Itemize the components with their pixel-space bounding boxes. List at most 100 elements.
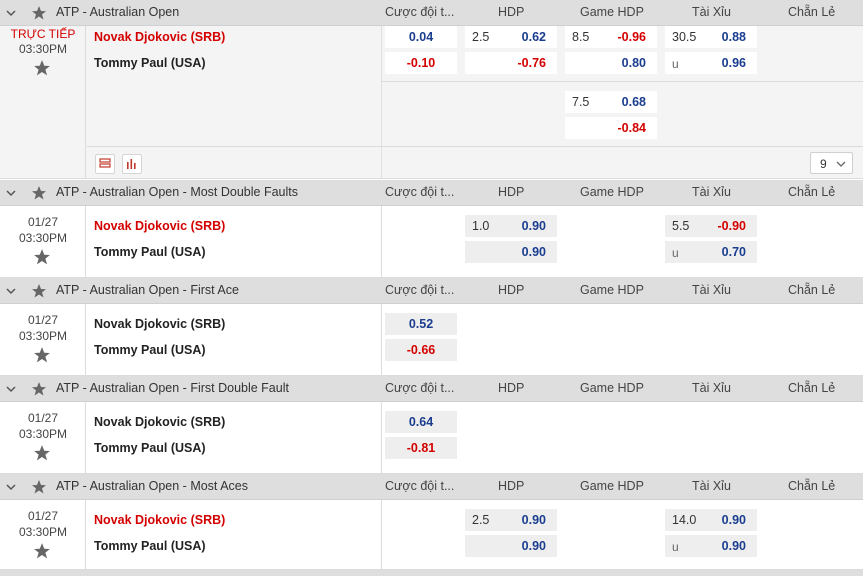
odds-area	[381, 500, 863, 569]
odds-cell[interactable]: 0.80	[565, 52, 657, 74]
col-hdp: HDP	[498, 479, 525, 493]
next-section-header	[0, 570, 863, 576]
away-team[interactable]: Tommy Paul (USA)	[94, 441, 206, 455]
league-name: ATP - Australian Open - Most Double Faul…	[56, 185, 299, 199]
match-row: 01/27 03:30PM Novak Djokovic (SRB) Tommy…	[0, 304, 863, 376]
match-time: 03:30PM	[18, 427, 68, 441]
league-header[interactable]: ATP - Australian Open - First Double Fau…	[0, 376, 863, 402]
col-tai-xiu: Tài Xỉu	[692, 283, 731, 297]
match-date: 01/27	[27, 313, 59, 327]
odds-area	[381, 26, 863, 178]
home-team[interactable]: Novak Djokovic (SRB)	[94, 30, 226, 44]
match-info: TRỰC TIẾP 03:30PM	[0, 26, 86, 178]
divider	[87, 146, 863, 147]
col-chan-le: Chẵn Lẻ	[788, 5, 836, 19]
away-team[interactable]: Tommy Paul (USA)	[94, 343, 206, 357]
star-icon[interactable]	[31, 283, 47, 299]
odds-cell[interactable]: 8.5 -0.96	[565, 26, 657, 48]
star-icon[interactable]	[31, 479, 47, 495]
chevron-down-icon[interactable]	[6, 188, 16, 198]
list-icon	[99, 158, 111, 168]
odds-cell[interactable]: 0.90	[465, 535, 557, 557]
odds-cell[interactable]: 5.5 -0.90	[665, 215, 757, 237]
odds-cell[interactable]: -0.81	[385, 437, 457, 459]
match-date: 01/27	[27, 215, 59, 229]
star-icon[interactable]	[33, 59, 51, 77]
odds-cell[interactable]: -0.84	[565, 117, 657, 139]
col-hdp: HDP	[498, 185, 525, 199]
live-status: TRỰC TIẾP	[10, 27, 76, 41]
col-tai-xiu: Tài Xỉu	[692, 479, 731, 493]
odds-cell[interactable]: 30.5 0.88	[665, 26, 757, 48]
match-time: 03:30PM	[18, 525, 68, 539]
odds-cell[interactable]: 0.64	[385, 411, 457, 433]
chevron-down-icon[interactable]	[6, 8, 16, 18]
col-tai-xiu: Tài Xỉu	[692, 5, 731, 19]
match-row: TRỰC TIẾP 03:30PM Novak Djokovic (SRB) T…	[0, 26, 863, 179]
odds-cell[interactable]: 14.0 0.90	[665, 509, 757, 531]
star-icon[interactable]	[33, 346, 51, 364]
odds-cell[interactable]: -0.76	[465, 52, 557, 74]
league-header[interactable]: ATP - Australian Open - First Ace Cược đ…	[0, 278, 863, 304]
away-team[interactable]: Tommy Paul (USA)	[94, 56, 206, 70]
odds-area	[381, 402, 863, 473]
match-row: 01/27 03:30PM Novak Djokovic (SRB) Tommy…	[0, 206, 863, 278]
col-game-hdp: Game HDP	[580, 381, 644, 395]
home-team[interactable]: Novak Djokovic (SRB)	[94, 317, 226, 331]
home-team[interactable]: Novak Djokovic (SRB)	[94, 219, 226, 233]
star-icon[interactable]	[31, 185, 47, 201]
col-cuoc: Cược đội t...	[385, 5, 455, 19]
more-markets-select[interactable]: 9	[810, 152, 853, 174]
match-time: 03:30PM	[18, 42, 68, 56]
odds-cell[interactable]: -0.66	[385, 339, 457, 361]
odds-cell[interactable]: 0.52	[385, 313, 457, 335]
away-team[interactable]: Tommy Paul (USA)	[94, 539, 206, 553]
odds-cell[interactable]: 0.04	[385, 26, 457, 48]
star-icon[interactable]	[33, 444, 51, 462]
away-team[interactable]: Tommy Paul (USA)	[94, 245, 206, 259]
odds-cell[interactable]: u 0.90	[665, 535, 757, 557]
league-header[interactable]: ATP - Australian Open Cược đội t... HDP …	[0, 0, 863, 26]
chevron-down-icon[interactable]	[6, 482, 16, 492]
col-hdp: HDP	[498, 381, 525, 395]
odds-cell[interactable]: -0.10	[385, 52, 457, 74]
star-icon[interactable]	[33, 542, 51, 560]
col-tai-xiu: Tài Xỉu	[692, 185, 731, 199]
league-header[interactable]: ATP - Australian Open - Most Aces Cược đ…	[0, 474, 863, 500]
chevron-down-icon[interactable]	[6, 384, 16, 394]
col-hdp: HDP	[498, 283, 525, 297]
star-icon[interactable]	[33, 248, 51, 266]
match-date: 01/27	[27, 509, 59, 523]
odds-cell[interactable]: u 0.70	[665, 241, 757, 263]
star-icon[interactable]	[31, 381, 47, 397]
odds-cell[interactable]: 1.0 0.90	[465, 215, 557, 237]
league-header[interactable]: ATP - Australian Open - Most Double Faul…	[0, 180, 863, 206]
list-button[interactable]	[95, 154, 115, 174]
col-game-hdp: Game HDP	[580, 479, 644, 493]
match-info: 01/27 03:30PM	[0, 402, 86, 473]
odds-cell[interactable]: 2.5 0.90	[465, 509, 557, 531]
col-tai-xiu: Tài Xỉu	[692, 381, 731, 395]
home-team[interactable]: Novak Djokovic (SRB)	[94, 415, 226, 429]
home-team[interactable]: Novak Djokovic (SRB)	[94, 513, 226, 527]
match-info: 01/27 03:30PM	[0, 500, 86, 569]
col-cuoc: Cược đội t...	[385, 479, 455, 493]
league-name: ATP - Australian Open - First Double Fau…	[56, 381, 289, 395]
odds-cell[interactable]: 2.5 0.62	[465, 26, 557, 48]
star-icon[interactable]	[31, 5, 47, 21]
league-name: ATP - Australian Open	[56, 5, 180, 19]
odds-cell[interactable]: 7.5 0.68	[565, 91, 657, 113]
col-chan-le: Chẵn Lẻ	[788, 381, 836, 395]
col-game-hdp: Game HDP	[580, 5, 644, 19]
chevron-down-icon[interactable]	[6, 286, 16, 296]
odds-cell[interactable]: 0.90	[465, 241, 557, 263]
col-game-hdp: Game HDP	[580, 283, 644, 297]
col-game-hdp: Game HDP	[580, 185, 644, 199]
match-row: 01/27 03:30PM Novak Djokovic (SRB) Tommy…	[0, 402, 863, 474]
stats-button[interactable]	[122, 154, 142, 174]
match-time: 03:30PM	[18, 231, 68, 245]
odds-cell[interactable]: u 0.96	[665, 52, 757, 74]
match-row: 01/27 03:30PM Novak Djokovic (SRB) Tommy…	[0, 500, 863, 570]
match-info: 01/27 03:30PM	[0, 206, 86, 277]
match-date: 01/27	[27, 411, 59, 425]
